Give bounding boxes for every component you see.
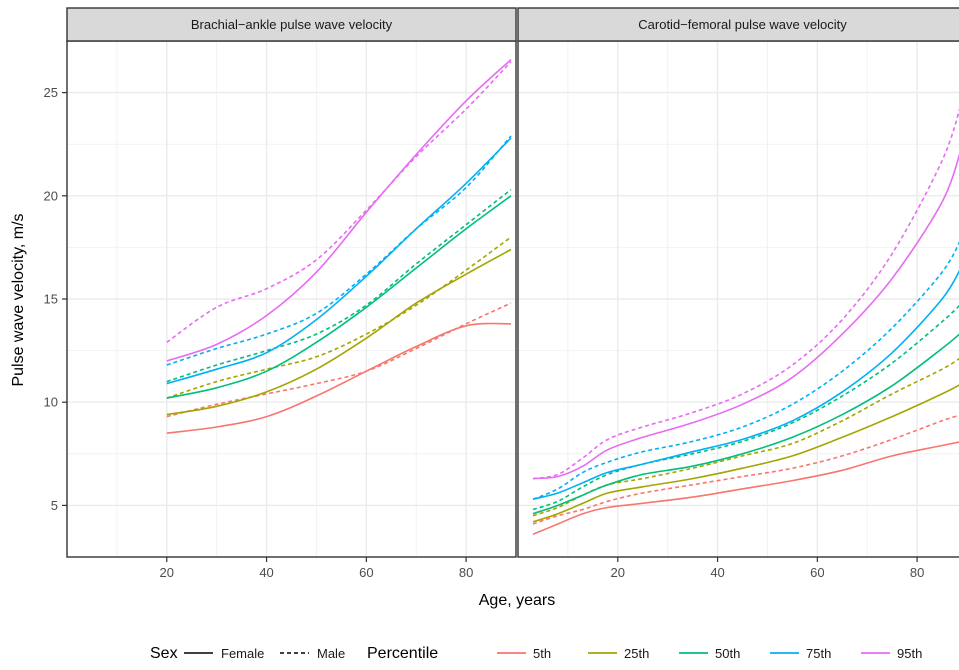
y-axis-title: Pulse wave velocity, m/s bbox=[10, 213, 27, 386]
x-tick-label: 80 bbox=[910, 565, 924, 580]
x-tick-label: 20 bbox=[160, 565, 174, 580]
x-tick-label: 20 bbox=[611, 565, 625, 580]
series-line-25th-female bbox=[532, 384, 959, 523]
facet-strip-label: Carotid−femoral pulse wave velocity bbox=[638, 17, 847, 32]
legend-title-percentile: Percentile bbox=[367, 645, 438, 662]
series-line-75th-male bbox=[166, 135, 512, 366]
legend-label-50th: 50th bbox=[715, 646, 740, 661]
series-line-25th-female bbox=[166, 248, 512, 416]
series-line-5th-male bbox=[166, 302, 512, 418]
legend: Sex Female Male Percentile 5th 25th 50th 75th 95… bbox=[150, 645, 922, 662]
facet-strip-label: Brachial−ankle pulse wave velocity bbox=[191, 17, 393, 32]
x-tick-label: 60 bbox=[810, 565, 824, 580]
series-line-5th-female bbox=[166, 322, 512, 434]
legend-sex: Sex Female Male bbox=[150, 645, 345, 662]
series-line-50th-female bbox=[532, 333, 959, 515]
facet-strip bbox=[517, 7, 959, 42]
facet-panel-2: Carotid−femoral pulse wave velocity 20 40 6… bbox=[517, 7, 959, 580]
series-line-50th-male bbox=[166, 188, 512, 383]
x-tick-label: 80 bbox=[459, 565, 473, 580]
y-tick-label: 10 bbox=[44, 395, 58, 410]
x-tick-label: 40 bbox=[259, 565, 273, 580]
series-line-25th-male bbox=[166, 236, 512, 399]
x-tick-label: 40 bbox=[710, 565, 724, 580]
series-line-95th-female bbox=[166, 59, 512, 362]
y-tick-label: 25 bbox=[44, 85, 58, 100]
series-line-5th-male bbox=[532, 414, 959, 525]
legend-label-25th: 25th bbox=[624, 646, 649, 661]
facet-panels: Brachial−ankle pulse wave velocity 20 40 60… bbox=[44, 7, 959, 580]
legend-label-5th: 5th bbox=[533, 646, 551, 661]
y-tick-label: 20 bbox=[44, 188, 58, 203]
legend-percentile: Percentile 5th 25th 50th 75th 95th bbox=[367, 645, 922, 662]
y-tick-label: 15 bbox=[44, 292, 58, 307]
x-tick-label: 60 bbox=[359, 565, 373, 580]
facet-strip bbox=[66, 7, 517, 42]
facet-panel-1: Brachial−ankle pulse wave velocity 20 40 60… bbox=[44, 7, 517, 580]
series-line-75th-male bbox=[532, 241, 959, 500]
series-line-5th-female bbox=[532, 441, 959, 536]
x-axis-title: Age, years bbox=[479, 592, 555, 609]
series-line-75th-female bbox=[532, 269, 959, 500]
y-tick-label: 5 bbox=[51, 498, 58, 513]
legend-label-female: Female bbox=[221, 646, 264, 661]
series-group bbox=[166, 59, 512, 434]
legend-label-95th: 95th bbox=[897, 646, 922, 661]
series-line-75th-female bbox=[166, 137, 512, 385]
series-line-50th-female bbox=[166, 195, 512, 399]
legend-label-male: Male bbox=[317, 646, 345, 661]
series-line-95th-female bbox=[532, 153, 959, 480]
series-line-50th-male bbox=[532, 304, 959, 511]
legend-label-75th: 75th bbox=[806, 646, 831, 661]
series-group bbox=[532, 108, 959, 536]
legend-title-sex: Sex bbox=[150, 645, 178, 662]
series-line-95th-male bbox=[166, 61, 512, 343]
